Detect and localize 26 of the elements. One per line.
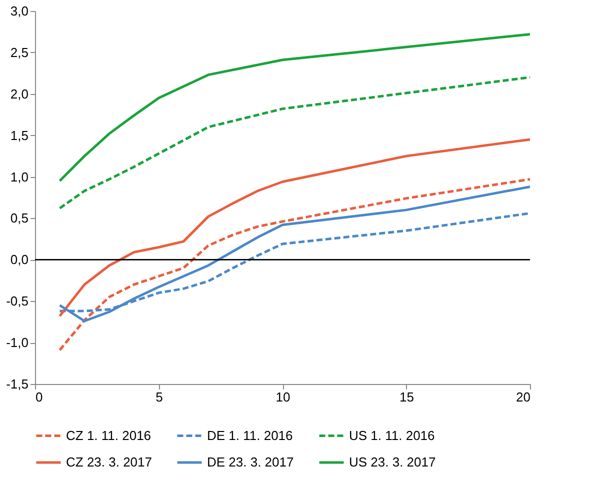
line-series bbox=[58, 32, 532, 182]
x-tick-label: 0 bbox=[36, 390, 43, 404]
y-tick-label: -1,0 bbox=[6, 335, 28, 350]
y-tick-label: 1,0 bbox=[10, 169, 28, 184]
y-tick-label: 1,5 bbox=[10, 128, 28, 143]
x-tick-label: 5 bbox=[156, 390, 163, 404]
legend-label: CZ 23. 3. 2017 bbox=[66, 454, 152, 470]
y-tick-label: -0,5 bbox=[6, 294, 28, 309]
x-tick-label: 20 bbox=[516, 390, 530, 404]
x-tick-label: 10 bbox=[276, 390, 290, 404]
y-tick-label: 0,0 bbox=[10, 252, 28, 268]
legend-label: DE 1. 11. 2016 bbox=[207, 428, 293, 443]
line-series bbox=[58, 76, 532, 210]
legend-label: DE 23. 3. 2017 bbox=[207, 454, 294, 470]
y-tick-label: 0,5 bbox=[10, 210, 28, 226]
line-series bbox=[58, 185, 532, 322]
legend-label: US 23. 3. 2017 bbox=[349, 454, 436, 470]
legend-label: CZ 1. 11. 2016 bbox=[66, 428, 152, 443]
y-tick-label: -1,5 bbox=[6, 376, 28, 392]
y-tick-label: 2,5 bbox=[10, 44, 28, 60]
y-tick-label: 2,0 bbox=[10, 86, 28, 102]
legend-label: US 1. 11. 2016 bbox=[349, 428, 435, 443]
line-series bbox=[58, 178, 532, 352]
y-tick-label: 3,0 bbox=[10, 4, 28, 18]
x-tick-label: 15 bbox=[400, 390, 414, 404]
line-series bbox=[58, 138, 532, 318]
